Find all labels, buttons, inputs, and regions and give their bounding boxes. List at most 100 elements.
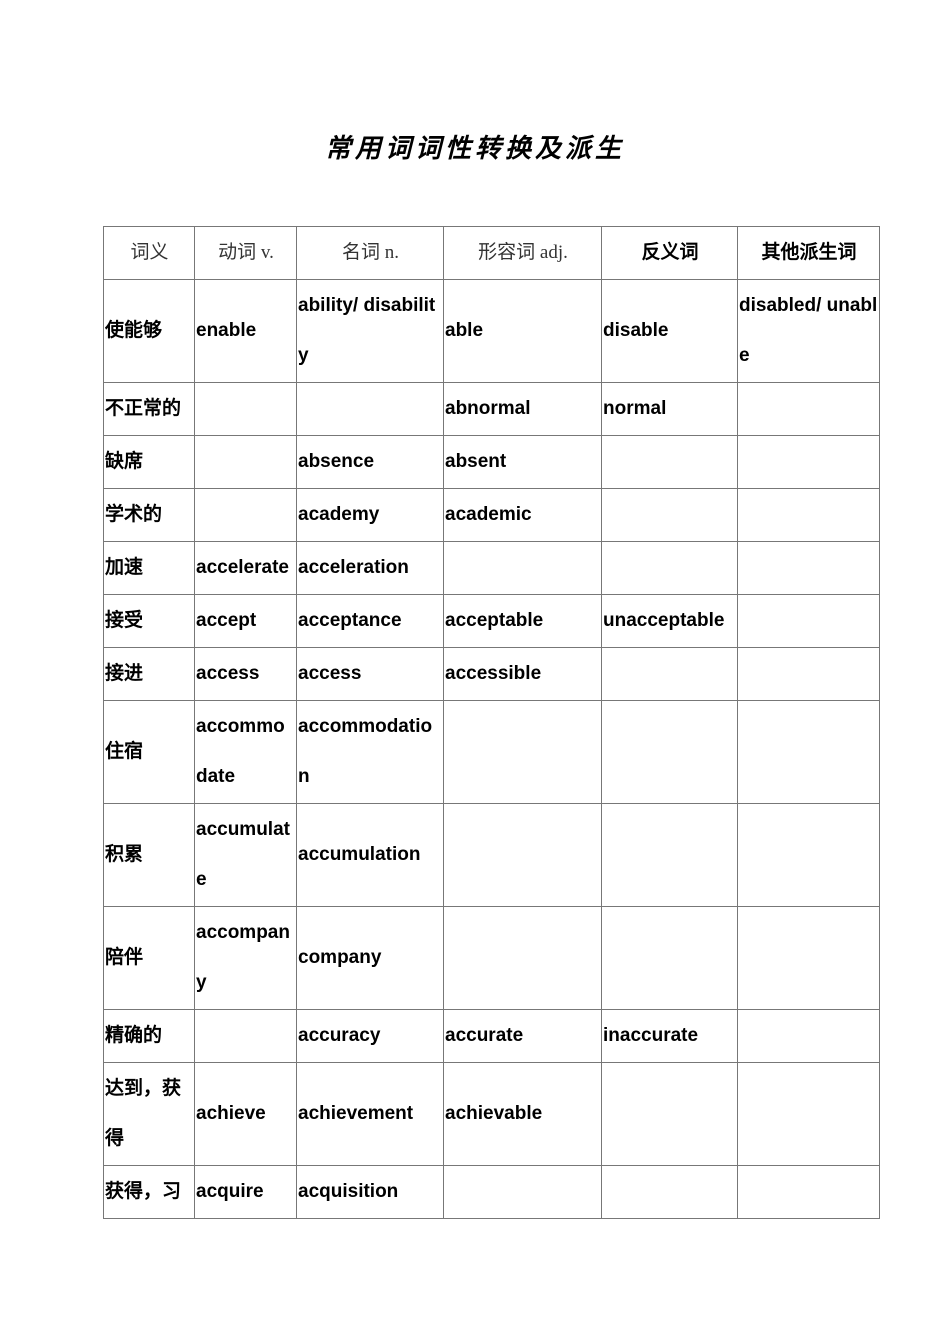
cell-adjective <box>443 541 602 595</box>
table-row: 达到，获得 achieve achievement achievable <box>103 1062 880 1166</box>
cell-other <box>737 594 880 648</box>
table-row: 精确的 accuracy accurate inaccurate <box>103 1009 880 1063</box>
table-row: 住宿 accommodate accommodation <box>103 700 880 804</box>
cell-verb: accommodate <box>194 700 297 804</box>
cell-antonym: normal <box>601 382 738 436</box>
cell-other: disabled/ unable <box>737 279 880 383</box>
cell-adjective: able <box>443 279 602 383</box>
cell-adjective: accurate <box>443 1009 602 1063</box>
cell-antonym <box>601 647 738 701</box>
word-table: 词义 动词 v. 名词 n. 形容词 adj. 反义词 其他派生词 使能够 ena… <box>103 226 880 1219</box>
cell-adjective <box>443 700 602 804</box>
cell-other <box>737 435 880 489</box>
cell-antonym <box>601 435 738 489</box>
cell-adjective: academic <box>443 488 602 542</box>
document-title: 常用词词性转换及派生 <box>324 134 625 164</box>
table-row: 积累 accumulate accumulation <box>103 803 880 907</box>
cell-other <box>737 700 880 804</box>
cell-meaning: 积累 <box>103 803 195 907</box>
cell-verb: accelerate <box>194 541 297 595</box>
table-row: 陪伴 accompany company <box>103 906 880 1010</box>
cell-verb: accompany <box>194 906 297 1010</box>
cell-meaning: 接受 <box>103 594 195 648</box>
header-row: 词义 动词 v. 名词 n. 形容词 adj. 反义词 其他派生词 <box>103 226 880 280</box>
cell-noun: ability/ disability <box>296 279 444 383</box>
cell-antonym <box>601 803 738 907</box>
cell-other <box>737 541 880 595</box>
cell-other <box>737 1009 880 1063</box>
cell-other <box>737 1062 880 1166</box>
cell-noun: absence <box>296 435 444 489</box>
header-noun: 名词 n. <box>296 226 444 280</box>
cell-meaning: 加速 <box>103 541 195 595</box>
cell-meaning: 精确的 <box>103 1009 195 1063</box>
cell-antonym <box>601 906 738 1010</box>
header-adjective: 形容词 adj. <box>443 226 602 280</box>
cell-antonym <box>601 700 738 804</box>
cell-other <box>737 488 880 542</box>
cell-noun: accommodation <box>296 700 444 804</box>
cell-verb: achieve <box>194 1062 297 1166</box>
table-row: 接进 access access accessible <box>103 647 880 701</box>
cell-meaning: 住宿 <box>103 700 195 804</box>
table-row: 加速 accelerate acceleration <box>103 541 880 595</box>
cell-verb: access <box>194 647 297 701</box>
cell-verb: accept <box>194 594 297 648</box>
cell-other <box>737 1165 880 1219</box>
cell-verb: acquire <box>194 1165 297 1219</box>
table-row: 不正常的 abnormal normal <box>103 382 880 436</box>
header-other-derivatives: 其他派生词 <box>737 226 880 280</box>
table-row: 获得，习 acquire acquisition <box>103 1165 880 1219</box>
cell-antonym <box>601 1165 738 1219</box>
cell-noun <box>296 382 444 436</box>
table-row: 接受 accept acceptance acceptable unacceptable <box>103 594 880 648</box>
cell-antonym: unacceptable <box>601 594 738 648</box>
table-row: 使能够 enable ability/ disability able disable d… <box>103 279 880 383</box>
cell-adjective: absent <box>443 435 602 489</box>
cell-meaning: 使能够 <box>103 279 195 383</box>
table-row: 学术的 academy academic <box>103 488 880 542</box>
cell-noun: accumulation <box>296 803 444 907</box>
cell-adjective <box>443 906 602 1010</box>
cell-other <box>737 647 880 701</box>
cell-noun: access <box>296 647 444 701</box>
cell-antonym <box>601 1062 738 1166</box>
cell-verb <box>194 488 297 542</box>
cell-meaning: 学术的 <box>103 488 195 542</box>
cell-verb: enable <box>194 279 297 383</box>
cell-verb <box>194 382 297 436</box>
cell-noun: acquisition <box>296 1165 444 1219</box>
cell-other <box>737 906 880 1010</box>
table-row: 缺席 absence absent <box>103 435 880 489</box>
cell-noun: acceleration <box>296 541 444 595</box>
cell-noun: achievement <box>296 1062 444 1166</box>
cell-verb: accumulate <box>194 803 297 907</box>
cell-noun: company <box>296 906 444 1010</box>
cell-meaning: 陪伴 <box>103 906 195 1010</box>
header-antonym: 反义词 <box>601 226 738 280</box>
cell-other <box>737 803 880 907</box>
cell-noun: accuracy <box>296 1009 444 1063</box>
cell-noun: academy <box>296 488 444 542</box>
cell-adjective: acceptable <box>443 594 602 648</box>
cell-adjective: accessible <box>443 647 602 701</box>
cell-verb <box>194 435 297 489</box>
header-verb: 动词 v. <box>194 226 297 280</box>
cell-adjective: abnormal <box>443 382 602 436</box>
cell-meaning: 达到，获得 <box>103 1062 195 1166</box>
cell-meaning: 获得，习 <box>103 1165 195 1219</box>
cell-meaning: 接进 <box>103 647 195 701</box>
cell-antonym <box>601 541 738 595</box>
cell-adjective <box>443 1165 602 1219</box>
cell-adjective <box>443 803 602 907</box>
cell-antonym: inaccurate <box>601 1009 738 1063</box>
cell-adjective: achievable <box>443 1062 602 1166</box>
header-meaning: 词义 <box>103 226 195 280</box>
cell-other <box>737 382 880 436</box>
cell-meaning: 不正常的 <box>103 382 195 436</box>
cell-antonym: disable <box>601 279 738 383</box>
cell-meaning: 缺席 <box>103 435 195 489</box>
cell-verb <box>194 1009 297 1063</box>
cell-antonym <box>601 488 738 542</box>
cell-noun: acceptance <box>296 594 444 648</box>
